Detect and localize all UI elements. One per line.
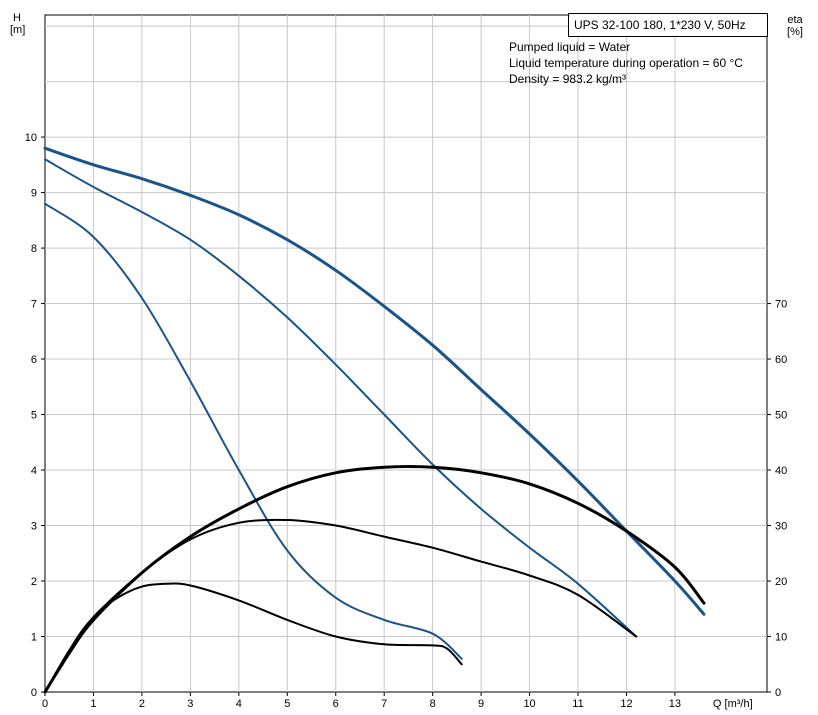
x-tick-label: 5: [284, 698, 290, 710]
x-tick-label: 2: [139, 698, 145, 710]
curves: [43, 146, 706, 694]
left-tick-label: 3: [31, 521, 37, 533]
left-tick-label: 2: [31, 576, 37, 588]
x-tick-label: 8: [430, 698, 436, 710]
right-tick-label: 50: [775, 410, 787, 422]
right-tick-label: 0: [775, 687, 781, 699]
left-axis-label: H: [13, 12, 21, 24]
grid-lines: [45, 15, 767, 692]
x-tick-label: 1: [90, 698, 96, 710]
right-tick-label: 40: [775, 465, 787, 477]
x-tick-label: 3: [187, 698, 193, 710]
note-liquid-temperature: Liquid temperature during operation = 60…: [509, 56, 743, 70]
right-tick-label: 70: [775, 299, 787, 311]
x-tick-label: 12: [620, 698, 632, 710]
x-tick-label: 0: [42, 698, 48, 710]
x-tick-label: 10: [523, 698, 535, 710]
right-tick-label: 60: [775, 354, 787, 366]
efficiency-curve-6: [44, 582, 463, 693]
left-tick-label: 9: [31, 188, 37, 200]
left-tick-label: 10: [25, 132, 37, 144]
x-tick-label: 9: [478, 698, 484, 710]
left-tick-label: 5: [31, 410, 37, 422]
left-tick-label: 8: [31, 243, 37, 255]
model-label: UPS 32-100 180, 1*230 V, 50Hz: [574, 18, 746, 32]
left-axis-unit: [m]: [10, 24, 26, 36]
right-axis-title: eta [%]: [783, 14, 807, 38]
x-tick-label: 11: [572, 698, 583, 710]
right-tick-label: 30: [775, 521, 787, 533]
x-tick-label: 13: [669, 698, 681, 710]
left-tick-label: 1: [31, 632, 37, 644]
right-axis-label: eta: [787, 14, 803, 26]
model-box: UPS 32-100 180, 1*230 V, 50Hz: [568, 13, 768, 37]
left-tick-label: 7: [31, 299, 37, 311]
x-axis-label: Q [m³/h]: [713, 698, 753, 710]
right-axis-unit: [%]: [787, 26, 803, 38]
x-tick-label: 6: [333, 698, 339, 710]
note-density: Density = 983.2 kg/m³: [509, 72, 627, 86]
head-curve-2: [44, 158, 638, 638]
left-tick-label: 0: [31, 687, 37, 699]
head-curve-1: [43, 146, 706, 616]
axis-ticks: 0 1 2 3 4 5 6 7 8 9 10 11 12 13 Q [m³/h]01234567891001…: [25, 132, 788, 710]
x-tick-label: 4: [236, 698, 242, 710]
right-tick-label: 10: [775, 632, 787, 644]
left-tick-label: 4: [31, 465, 37, 477]
plot-frame: [44, 14, 768, 693]
head-curve-3: [44, 202, 463, 660]
efficiency-curve-4: [43, 465, 706, 694]
right-tick-label: 20: [775, 576, 787, 588]
note-pumped-liquid: Pumped liquid = Water: [509, 40, 631, 54]
x-tick-label: 7: [381, 698, 387, 710]
left-tick-label: 6: [31, 354, 37, 366]
left-axis-title: H [m]: [10, 12, 26, 36]
